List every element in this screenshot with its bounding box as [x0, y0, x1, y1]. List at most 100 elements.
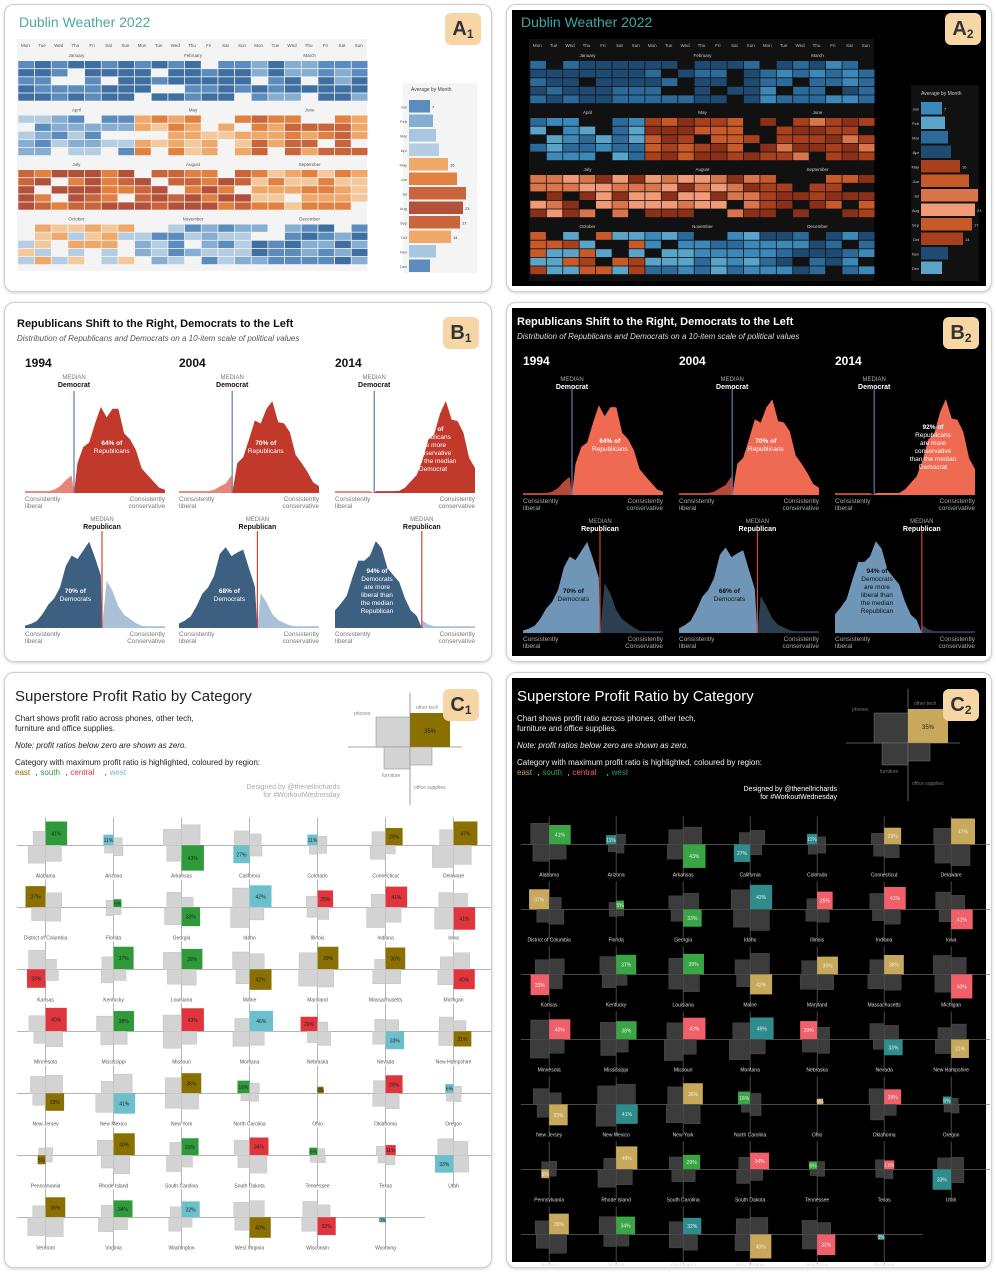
day-cell [334, 85, 351, 93]
rep-area-right [572, 405, 663, 495]
state-bar-tl [868, 1088, 885, 1105]
day-cell [809, 118, 826, 126]
day-cell [168, 77, 185, 85]
month-label: February [184, 53, 203, 58]
state-value: 42% [256, 894, 267, 900]
day-cell [118, 115, 135, 123]
day-cell [301, 232, 318, 240]
day-cell [251, 256, 268, 265]
region-sep: , [607, 768, 609, 777]
day-cell [826, 118, 842, 126]
day-cell [596, 192, 612, 200]
state-bar-tl [232, 951, 250, 970]
dem-area-left [679, 547, 758, 633]
day-cell [268, 139, 285, 148]
day-cell [760, 143, 776, 152]
day-cell [118, 139, 135, 148]
day-cell [284, 139, 301, 148]
month-label: December [299, 217, 320, 222]
state-highlight-tr [385, 1075, 403, 1094]
region-sep: , [567, 768, 569, 777]
state-bar-br [45, 845, 62, 862]
day-cell [318, 186, 335, 194]
day-cell [530, 209, 546, 218]
state-value: 33% [31, 977, 42, 983]
day-cell [51, 93, 68, 101]
axis-right: Consistently [440, 631, 476, 638]
month-label: February [693, 53, 712, 58]
month-label: August [695, 167, 710, 172]
avg-value-label: 7 [944, 106, 947, 111]
state-bar-tl [937, 1157, 952, 1170]
state-bar-tl [530, 1019, 550, 1040]
state-name: West Virginia [735, 1262, 764, 1268]
state-value: 0% [317, 1088, 325, 1094]
day-cell [628, 200, 645, 209]
day-cell [134, 186, 151, 194]
state-value: 40% [119, 1142, 130, 1148]
day-cell [34, 85, 51, 93]
state-bar-bl [736, 1169, 751, 1184]
day-cell [34, 240, 51, 248]
state-bar-bl [306, 907, 318, 918]
day-cell [118, 224, 135, 232]
day-cell [809, 126, 826, 135]
state-highlight-tr [113, 1200, 133, 1218]
state-highlight-tr [884, 1089, 902, 1105]
day-cell [628, 61, 645, 69]
day-cell [530, 95, 546, 104]
state-bar-tr [453, 893, 468, 908]
state-name: Nevada [876, 1067, 893, 1073]
state-name: Washington [670, 1262, 696, 1268]
day-cell [18, 69, 35, 77]
state-name: Georgia [173, 935, 191, 941]
state-bar-tl [871, 833, 885, 845]
legend-value: 35% [424, 729, 437, 735]
day-cell [301, 170, 318, 178]
avg-bar [921, 203, 975, 216]
day-cell [251, 194, 268, 202]
day-cell [34, 147, 51, 156]
day-cell [334, 186, 351, 194]
day-cell [612, 257, 629, 266]
state-name: Texas [379, 1183, 393, 1189]
state-bar-bl [166, 969, 182, 985]
day-cell [760, 152, 776, 161]
median-label: Republican [239, 524, 277, 531]
state-value: 29% [687, 1160, 698, 1166]
state-bar-bl [867, 974, 885, 989]
state-highlight-br [750, 1234, 772, 1259]
state-highlight-bl [37, 1155, 46, 1165]
day-cell [612, 232, 629, 240]
day-cell [334, 147, 351, 156]
state-bar-bl [608, 844, 617, 853]
day-cell [760, 86, 776, 95]
day-cell [563, 257, 579, 266]
day-cell [793, 126, 809, 135]
day-cell [694, 183, 711, 192]
median-label: MEDIAN [560, 377, 583, 383]
state-name: Tennessee [305, 1183, 329, 1189]
state-bar-tr [816, 1161, 825, 1170]
day-cell [809, 257, 826, 266]
day-cell [858, 78, 875, 86]
day-cell [134, 69, 151, 77]
state-bar-tl [32, 831, 46, 846]
state-bar-bl [809, 1169, 818, 1176]
day-cell [201, 232, 218, 240]
weekday-label: Sat [731, 43, 739, 48]
state-name: Wyoming [375, 1245, 396, 1251]
dem-annotation: Republican [861, 608, 894, 615]
day-cell [858, 266, 875, 275]
day-cell [118, 147, 135, 156]
state-bar-tl [166, 892, 182, 908]
axis-right: Consistently [440, 496, 476, 503]
day-cell [546, 152, 563, 161]
day-cell [760, 257, 776, 266]
dem-area-left [335, 541, 422, 628]
day-cell [184, 93, 201, 101]
state-value: 40% [622, 1156, 633, 1162]
day-cell [711, 118, 727, 126]
state-bar-tl [163, 952, 182, 970]
credit: for #WorkoutWednesday [760, 794, 837, 801]
